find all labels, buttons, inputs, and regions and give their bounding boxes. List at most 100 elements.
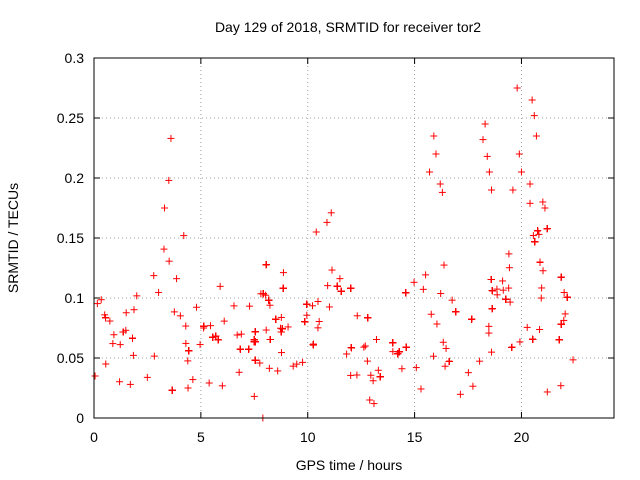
data-point	[569, 356, 577, 364]
data-point	[372, 336, 380, 344]
data-point	[97, 296, 105, 304]
data-point	[245, 345, 253, 353]
data-point	[517, 168, 525, 176]
data-point	[505, 264, 513, 272]
data-point	[389, 348, 397, 356]
data-point	[106, 317, 114, 325]
data-point	[343, 350, 351, 358]
data-point	[277, 328, 285, 336]
data-point	[560, 289, 568, 297]
data-point	[337, 287, 345, 295]
data-point	[160, 245, 168, 253]
data-point	[167, 134, 175, 142]
data-point	[126, 380, 134, 388]
y-tick-label: 0.05	[57, 350, 84, 366]
data-point	[250, 392, 258, 400]
data-point	[499, 286, 507, 294]
data-point	[436, 180, 444, 188]
y-tick-label: 0.1	[65, 290, 85, 306]
data-point	[370, 400, 378, 408]
data-point	[165, 176, 173, 184]
x-tick-label: 5	[197, 429, 205, 445]
x-tick-label: 15	[407, 429, 423, 445]
data-point	[398, 365, 406, 373]
data-point	[530, 112, 538, 120]
data-point	[309, 340, 317, 348]
data-point	[284, 323, 292, 331]
data-point	[441, 362, 449, 370]
data-point	[437, 290, 445, 298]
data-point	[506, 298, 514, 306]
data-point	[314, 324, 322, 332]
data-point	[279, 269, 287, 277]
data-point	[218, 382, 226, 390]
data-point	[485, 329, 493, 337]
data-point	[374, 366, 382, 374]
data-point	[129, 334, 137, 342]
data-point	[537, 294, 545, 302]
data-point	[278, 325, 286, 333]
data-point	[347, 344, 355, 352]
data-point	[531, 238, 539, 246]
data-point	[91, 372, 99, 380]
data-point	[303, 311, 311, 319]
data-point	[274, 367, 282, 375]
data-point	[429, 352, 437, 360]
data-point	[180, 232, 188, 240]
data-point	[402, 343, 410, 351]
data-point	[440, 261, 448, 269]
data-point	[479, 136, 487, 144]
data-point	[483, 152, 491, 160]
data-point	[366, 396, 374, 404]
data-point	[308, 302, 316, 310]
data-point	[555, 336, 563, 344]
data-point	[538, 284, 546, 292]
data-point	[185, 347, 193, 355]
data-point	[130, 306, 138, 314]
data-point	[426, 168, 434, 176]
data-point	[505, 250, 513, 258]
data-point	[417, 385, 425, 393]
data-point	[364, 314, 372, 322]
data-point	[422, 271, 430, 279]
data-point	[235, 368, 243, 376]
data-point	[456, 390, 464, 398]
data-point	[312, 228, 320, 236]
data-point	[508, 343, 516, 351]
data-point	[539, 267, 547, 275]
data-point	[262, 326, 270, 334]
data-point	[314, 298, 322, 306]
data-point	[488, 287, 496, 295]
data-point	[122, 309, 130, 317]
data-point	[430, 132, 438, 140]
data-point	[262, 261, 270, 269]
data-point	[528, 96, 536, 104]
data-point	[161, 204, 169, 212]
data-point	[315, 317, 323, 325]
data-point	[176, 312, 184, 320]
data-point	[216, 282, 224, 290]
data-point	[256, 359, 264, 367]
data-point	[541, 204, 549, 212]
data-point	[367, 371, 375, 379]
data-point	[353, 312, 361, 320]
data-point	[526, 180, 534, 188]
x-tick-label: 20	[514, 429, 530, 445]
y-tick-label: 0.25	[57, 110, 84, 126]
data-point	[505, 284, 513, 292]
data-point	[523, 323, 531, 331]
data-point	[150, 272, 158, 280]
data-point	[293, 360, 301, 368]
data-point	[529, 232, 537, 240]
data-point	[299, 358, 307, 366]
data-point	[536, 258, 544, 266]
data-point	[488, 348, 496, 356]
data-point	[328, 266, 336, 274]
data-point	[323, 218, 331, 226]
data-point	[529, 335, 537, 343]
data-point	[168, 386, 176, 394]
data-point	[129, 351, 137, 359]
data-point	[502, 295, 510, 303]
data-point	[150, 352, 158, 360]
